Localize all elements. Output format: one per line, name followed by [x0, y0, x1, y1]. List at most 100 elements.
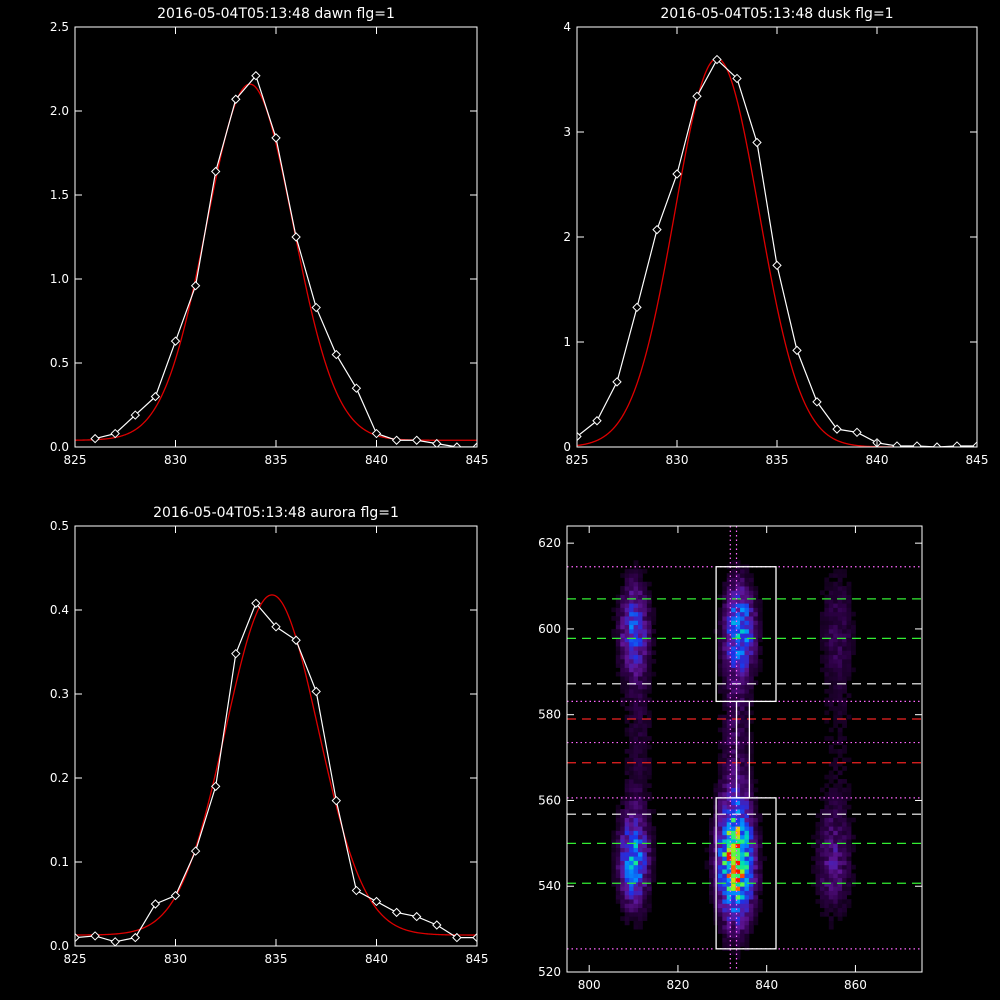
heatmap-cell	[842, 688, 847, 694]
heatmap-cell	[717, 907, 723, 913]
heatmap-cell	[651, 843, 657, 849]
heatmap-cell	[824, 637, 830, 643]
aurora-data-point	[170, 890, 181, 901]
heatmap-cell	[753, 869, 759, 874]
heatmap-cell	[620, 607, 626, 613]
heatmap-cell	[620, 646, 626, 651]
heatmap-cell	[722, 856, 728, 861]
heatmap-cell	[651, 809, 657, 814]
heatmap-cell	[837, 791, 843, 797]
heatmap-cell	[815, 851, 821, 857]
heatmap-cell	[851, 864, 856, 870]
heatmap-cell	[624, 847, 630, 853]
heatmap-cell	[646, 671, 652, 677]
heatmap-cell	[615, 851, 621, 857]
heatmap-cell	[757, 903, 763, 909]
heatmap-cell	[846, 843, 852, 849]
heatmap-cell	[851, 881, 856, 887]
heatmap-cell	[726, 933, 732, 939]
heatmap-cell	[638, 770, 643, 776]
heatmap-cell	[633, 714, 639, 720]
heatmap-cell	[717, 809, 723, 814]
heatmap-cell	[638, 903, 643, 909]
heatmap-cell	[748, 770, 754, 776]
heatmap-cell	[753, 817, 759, 823]
heatmap-cell	[757, 607, 763, 613]
heatmap-cell	[633, 611, 639, 617]
heatmap-cell	[744, 911, 750, 917]
aurora-profile-panel: 825 830 835 840 8450.00.10.20.30.40.52016-05…	[50, 505, 489, 966]
heatmap-cell	[642, 774, 648, 780]
heatmap-cell	[722, 723, 728, 728]
heatmap-cell	[646, 744, 652, 750]
heatmap-cell	[837, 603, 843, 608]
heatmap-cell	[731, 787, 737, 793]
heatmap-cell	[744, 680, 750, 686]
heatmap-cell	[717, 873, 723, 879]
heatmap-cell	[722, 804, 728, 810]
heatmap-cell	[842, 779, 847, 784]
heatmap-cell	[722, 641, 728, 647]
heatmap-cell	[642, 603, 648, 608]
heatmap-cell	[753, 877, 759, 883]
heatmap-cell	[633, 753, 639, 758]
heatmap-cell	[828, 881, 834, 887]
heatmap-cell	[819, 624, 825, 630]
dusk-xtick-label: 835	[766, 453, 789, 467]
heatmap-cell	[744, 839, 750, 844]
heatmap-cell	[633, 916, 639, 921]
heatmap-cell	[819, 856, 825, 861]
heatmap-cell	[722, 920, 728, 926]
heatmap-cell	[837, 779, 843, 784]
heatmap-cell	[646, 899, 652, 904]
dusk-data-point	[692, 91, 702, 102]
heatmap-cell	[744, 671, 750, 677]
aurora-data-point	[251, 598, 261, 608]
heatmap-cell	[620, 817, 626, 823]
heatmap-cell	[638, 761, 643, 767]
heatmap-cell	[726, 877, 732, 883]
heatmap-cell	[819, 894, 825, 900]
heatmap-cell	[726, 667, 732, 673]
heatmap-cell	[819, 881, 825, 887]
heatmap-cell	[833, 757, 839, 763]
heatmap-cell	[735, 847, 741, 853]
heatmap-cell	[726, 598, 732, 604]
heatmap-cell	[620, 654, 626, 660]
heatmap-cell	[842, 684, 847, 690]
heatmap-cell	[740, 757, 745, 763]
heatmap-cell	[846, 714, 852, 720]
heatmap-cell	[731, 950, 737, 956]
heatmap-cell	[815, 873, 821, 879]
heatmap-cell	[828, 586, 834, 591]
heatmap-cell	[726, 616, 732, 621]
heatmap-cell	[731, 894, 737, 900]
heatmap-cell	[740, 809, 745, 814]
heatmap-cell	[833, 710, 839, 716]
heatmap-cell	[740, 817, 745, 823]
heatmap-cell	[735, 813, 741, 819]
heatmap-cell	[642, 723, 648, 728]
heatmap-cell	[638, 877, 643, 883]
heatmap-cell	[620, 856, 626, 861]
heatmap-cell	[744, 693, 750, 698]
heatmap-cell	[633, 693, 639, 698]
heatmap-cell	[722, 650, 728, 656]
heatmap-cell	[824, 851, 830, 857]
heatmap-cell	[833, 851, 839, 857]
heatmap-cell	[740, 920, 745, 926]
heatmap-cell	[757, 611, 763, 617]
heatmap-cell	[726, 817, 732, 823]
heatmap-cell	[638, 839, 643, 844]
heatmap-cell	[620, 899, 626, 904]
heatmap-cell	[726, 706, 732, 711]
aurora-chart-title: 2016-05-04T05:13:48 aurora flg=1	[153, 505, 399, 521]
heatmap-cell	[828, 680, 834, 686]
heatmap-cell	[726, 791, 732, 797]
heatmap-cell	[611, 881, 617, 887]
heatmap-cell	[624, 800, 630, 806]
heatmap-cell	[642, 877, 648, 883]
heatmap-cell	[624, 586, 630, 591]
heatmap-cell	[748, 757, 754, 763]
heatmap-cell	[646, 826, 652, 831]
